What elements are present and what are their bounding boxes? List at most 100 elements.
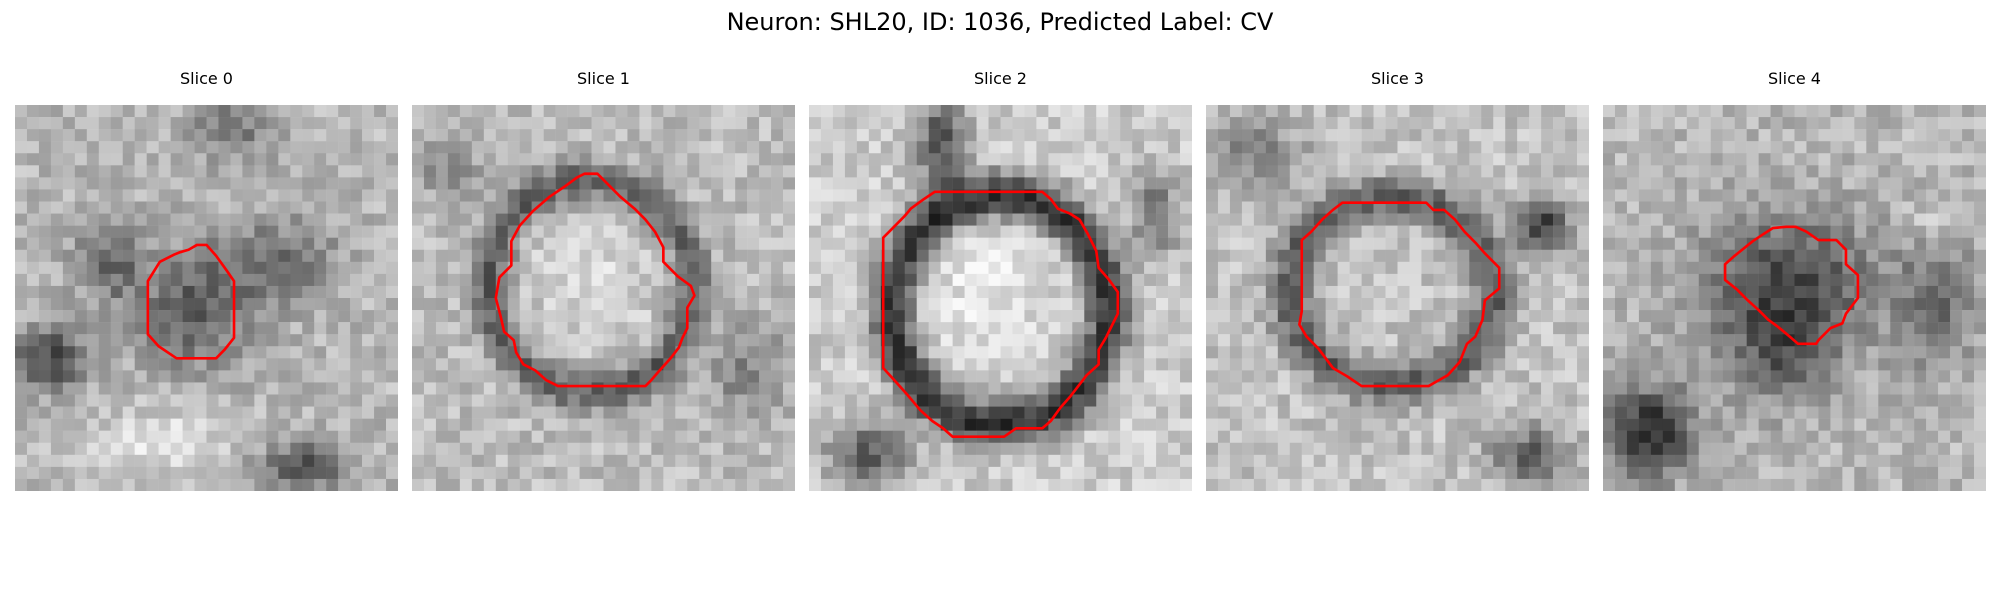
pixel	[1541, 129, 1554, 142]
pixel	[699, 165, 712, 178]
pixel	[1325, 129, 1338, 142]
pixel	[1818, 310, 1831, 323]
pixel	[26, 225, 40, 238]
pixel	[1000, 382, 1013, 395]
pixel	[1096, 189, 1109, 202]
pixel	[1036, 382, 1049, 395]
pixel	[1373, 177, 1386, 190]
pixel	[1818, 225, 1831, 238]
pixel	[1120, 141, 1133, 154]
pixel	[809, 117, 822, 130]
pixel	[74, 117, 88, 130]
pixel	[844, 298, 858, 311]
pixel	[1385, 370, 1398, 383]
pixel	[1565, 322, 1578, 335]
pixel	[1722, 382, 1735, 395]
pixel	[976, 249, 989, 263]
pixel	[1493, 430, 1506, 443]
pixel	[386, 213, 398, 226]
pixel	[868, 466, 882, 480]
pixel	[1337, 237, 1350, 250]
pixel	[1301, 310, 1314, 323]
pixel	[302, 418, 315, 431]
pixel	[134, 153, 147, 166]
pixel	[1710, 418, 1723, 431]
pixel	[1469, 177, 1482, 190]
pixel	[50, 322, 64, 335]
pixel	[1878, 285, 1891, 299]
pixel	[435, 454, 449, 468]
pixel	[591, 237, 604, 250]
pixel	[1565, 478, 1578, 491]
pixel	[1349, 249, 1362, 263]
pixel	[735, 358, 748, 371]
pixel	[1036, 370, 1049, 383]
pixel	[1565, 165, 1578, 178]
pixel	[1048, 346, 1061, 359]
pixel	[507, 298, 520, 311]
pixel	[170, 141, 183, 154]
pixel	[1626, 261, 1640, 275]
pixel	[916, 334, 929, 347]
pixel	[26, 442, 40, 456]
pixel	[1096, 225, 1109, 238]
pixel	[627, 213, 640, 226]
pixel	[1603, 165, 1616, 178]
pixel	[1866, 153, 1879, 166]
pixel	[1770, 237, 1783, 250]
pixel	[809, 334, 822, 347]
pixel	[266, 346, 279, 359]
pixel	[1746, 105, 1759, 118]
pixel	[447, 153, 461, 166]
pixel	[134, 358, 147, 371]
pixel	[194, 249, 207, 263]
pixel	[1603, 273, 1616, 287]
pixel	[1301, 273, 1314, 287]
pixel	[1938, 213, 1951, 226]
pixel	[194, 394, 207, 407]
pixel	[326, 382, 339, 395]
pixel	[459, 285, 473, 299]
pixel	[1722, 201, 1735, 214]
pixel	[832, 454, 846, 468]
pixel	[844, 153, 858, 166]
pixel	[206, 213, 219, 226]
pixel	[952, 285, 965, 299]
pixel	[1926, 418, 1939, 431]
pixel	[62, 105, 76, 118]
pixel	[1168, 213, 1181, 226]
pixel	[1806, 117, 1819, 130]
pixel	[1445, 129, 1458, 142]
pixel	[1024, 334, 1037, 347]
pixel	[1770, 310, 1783, 323]
pixel	[1553, 394, 1566, 407]
pixel	[290, 105, 303, 118]
pixel	[1156, 346, 1169, 359]
pixel	[471, 261, 485, 275]
pixel	[1481, 237, 1494, 250]
pixel	[447, 285, 461, 299]
pixel	[1156, 370, 1169, 383]
pixel	[1577, 225, 1589, 238]
pixel	[567, 334, 580, 347]
pixel	[1096, 117, 1109, 130]
pixel	[591, 273, 604, 287]
pixel	[206, 129, 219, 142]
pixel	[1457, 189, 1470, 202]
pixel	[423, 334, 437, 347]
pixel	[1457, 310, 1470, 323]
pixel	[1710, 249, 1723, 263]
pixel	[1313, 418, 1326, 431]
pixel	[1854, 382, 1867, 395]
pixel	[1614, 117, 1628, 130]
pixel	[26, 394, 40, 407]
pixel	[110, 225, 123, 238]
pixel	[206, 225, 219, 238]
pixel	[519, 382, 532, 395]
pixel	[1024, 406, 1037, 419]
pixel	[1505, 177, 1518, 190]
pixel	[892, 394, 905, 407]
pixel	[1253, 358, 1267, 371]
pixel	[916, 213, 929, 226]
pixel	[1541, 394, 1554, 407]
